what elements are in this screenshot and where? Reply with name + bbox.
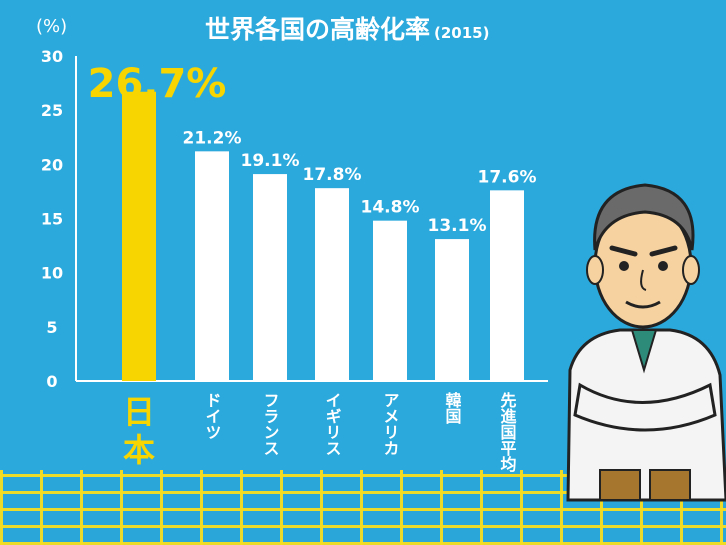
- y-tick-label: 5: [46, 318, 57, 337]
- data-label: 19.1%: [241, 151, 300, 171]
- category-label: ドイツ: [203, 392, 222, 440]
- category-label: 本: [123, 431, 155, 469]
- y-tick-label: 0: [46, 372, 57, 391]
- data-label: 26.7%: [88, 61, 227, 107]
- bar: [373, 220, 407, 381]
- title-text: 世界各国の高齢化率: [205, 15, 431, 44]
- data-label: 21.2%: [183, 128, 242, 148]
- data-label: 14.8%: [361, 198, 420, 218]
- y-tick-label: 15: [41, 210, 63, 229]
- bar-chart: 0 5 10 15 20 25 30 26.7% 日本 21.2% ドイツ 19.1% フランス 17.8…: [41, 47, 548, 473]
- data-label: 17.6%: [478, 167, 537, 187]
- bar: [490, 190, 524, 381]
- title-year: (2015): [434, 24, 490, 42]
- bar: [435, 239, 469, 381]
- bar: [195, 151, 229, 381]
- y-tick-label: 10: [41, 264, 63, 283]
- data-label: 17.8%: [303, 165, 362, 185]
- y-tick-label: 20: [41, 155, 63, 174]
- data-label: 13.1%: [428, 216, 487, 236]
- chart-title: 世界各国の高齢化率 (2015): [205, 10, 489, 46]
- professor-illustration: [566, 183, 726, 502]
- category-label: 先進国平均: [498, 391, 517, 473]
- category-label: 韓国: [443, 391, 462, 425]
- bar: [253, 174, 287, 381]
- bar: [122, 91, 156, 381]
- y-tick-label: 25: [41, 101, 63, 120]
- y-axis-unit: (%): [36, 16, 68, 37]
- category-label: アメリカ: [381, 392, 400, 456]
- category-label: イギリス: [323, 392, 342, 456]
- category-label: フランス: [261, 392, 280, 456]
- y-tick-label: 30: [41, 47, 63, 66]
- bar: [315, 188, 349, 381]
- category-label: 日: [123, 393, 155, 431]
